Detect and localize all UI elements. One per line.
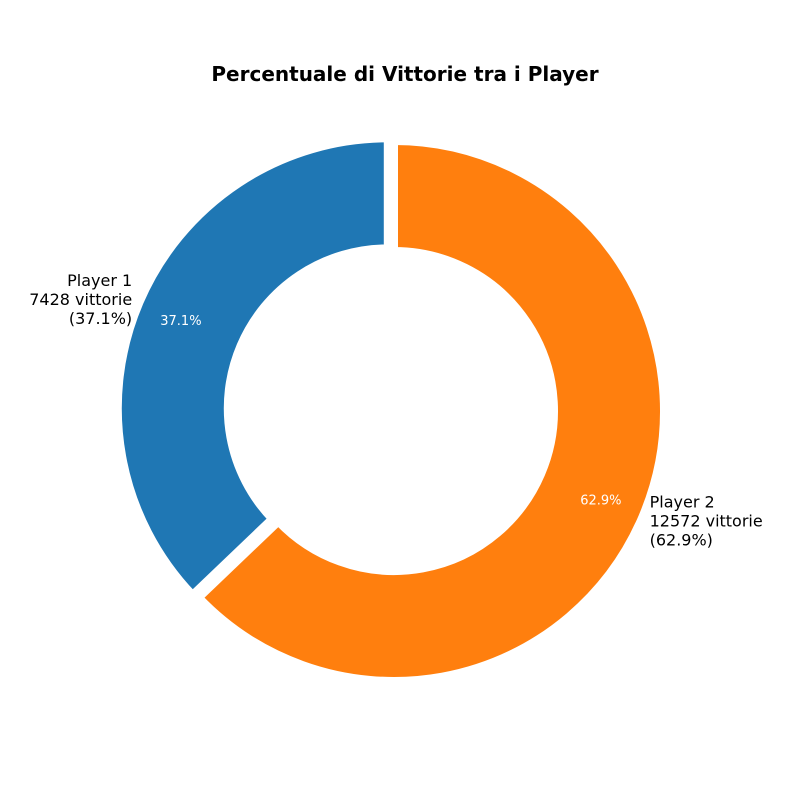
- slices-group: 37.1% Player 1 7428 vittorie (37.1%) 62.9% Pl…: [29, 134, 763, 685]
- chart-title: Percentuale di Vittorie tra i Player: [211, 62, 598, 86]
- slice-outer-label: Player 2 12572 vittorie (62.9%): [650, 492, 763, 549]
- slice-player-1: [113, 134, 392, 601]
- slice-percent-label: 62.9%: [580, 493, 621, 508]
- slice-player-2: [193, 136, 668, 685]
- slice-percent-label: 37.1%: [160, 314, 201, 329]
- slice-outer-label: Player 1 7428 vittorie (37.1%): [29, 271, 132, 328]
